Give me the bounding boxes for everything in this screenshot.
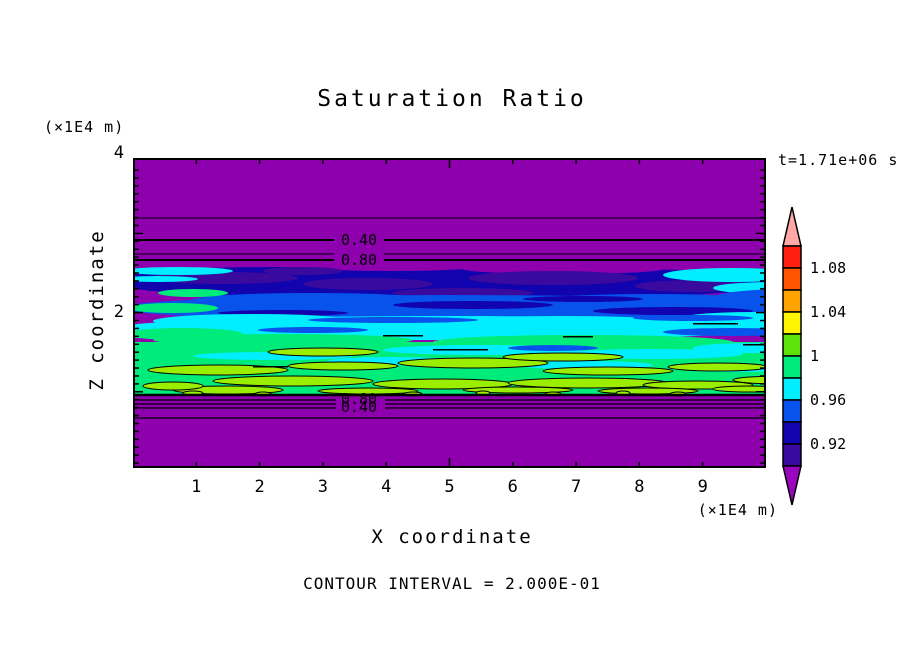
x-tick-label: 1 <box>191 477 202 497</box>
colorbar-tick-label: 1 <box>810 347 819 365</box>
z-axis-unit-label: (×1E4 m) <box>44 118 125 136</box>
contour-line-label: 0.80 <box>341 251 377 269</box>
time-annotation: t=1.71e+06 s <box>778 151 899 169</box>
colorbar-tick-label: 1.04 <box>810 303 846 321</box>
x-axis-unit-label: (×1E4 m) <box>697 501 778 519</box>
colorbar-segment <box>782 355 802 379</box>
x-tick-label: 6 <box>507 477 518 497</box>
x-tick-label: 4 <box>381 477 392 497</box>
page-title: Saturation Ratio <box>317 86 587 112</box>
colorbar-tick-label: 1.08 <box>810 259 846 277</box>
z-tick-label: 2 <box>113 301 124 322</box>
colorbar-arrow-below-range <box>782 465 802 506</box>
colorbar-tick-label: 0.96 <box>810 391 846 409</box>
x-axis-title: X coordinate <box>371 526 533 548</box>
x-tick-label: 7 <box>570 477 582 497</box>
contour-interval-note: CONTOUR INTERVAL = 2.000E-01 <box>303 574 601 593</box>
colorbar: 1.08 1.04 1 0.96 0.92 <box>770 200 904 512</box>
colorbar-segment <box>782 377 802 401</box>
contour-line-label: 0.40 <box>341 231 377 249</box>
colorbar-segment <box>782 289 802 313</box>
contour-line-label: 0.80 <box>341 390 377 408</box>
x-tick-label: 5 <box>444 477 455 497</box>
colorbar-segment <box>782 443 802 467</box>
colorbar-segment <box>782 245 802 269</box>
x-tick-label: 8 <box>634 477 645 497</box>
colorbar-segment <box>782 421 802 445</box>
colorbar-segment <box>782 333 802 357</box>
x-tick-label: 2 <box>254 477 265 497</box>
colorbar-segment <box>782 399 802 423</box>
colorbar-canvas: 1.08 1.04 1 0.96 0.92 <box>782 206 846 506</box>
contour-line-label: 0.40 <box>341 398 377 416</box>
x-tick-label: 3 <box>317 477 329 497</box>
z-tick-label: 4 <box>113 143 124 164</box>
colorbar-arrow-above-range <box>782 206 802 247</box>
x-tick-label: 9 <box>697 477 708 497</box>
colorbar-tick-label: 0.92 <box>810 435 846 453</box>
contour-plot-area: 0.40 0.80 0.80 0.40 <box>133 158 766 468</box>
contour-plot-canvas: 0.400.800.800.40 <box>133 158 766 468</box>
z-tick-label: 6 <box>94 0 124 5</box>
colorbar-segment <box>782 311 802 335</box>
colorbar-segment <box>782 267 802 291</box>
